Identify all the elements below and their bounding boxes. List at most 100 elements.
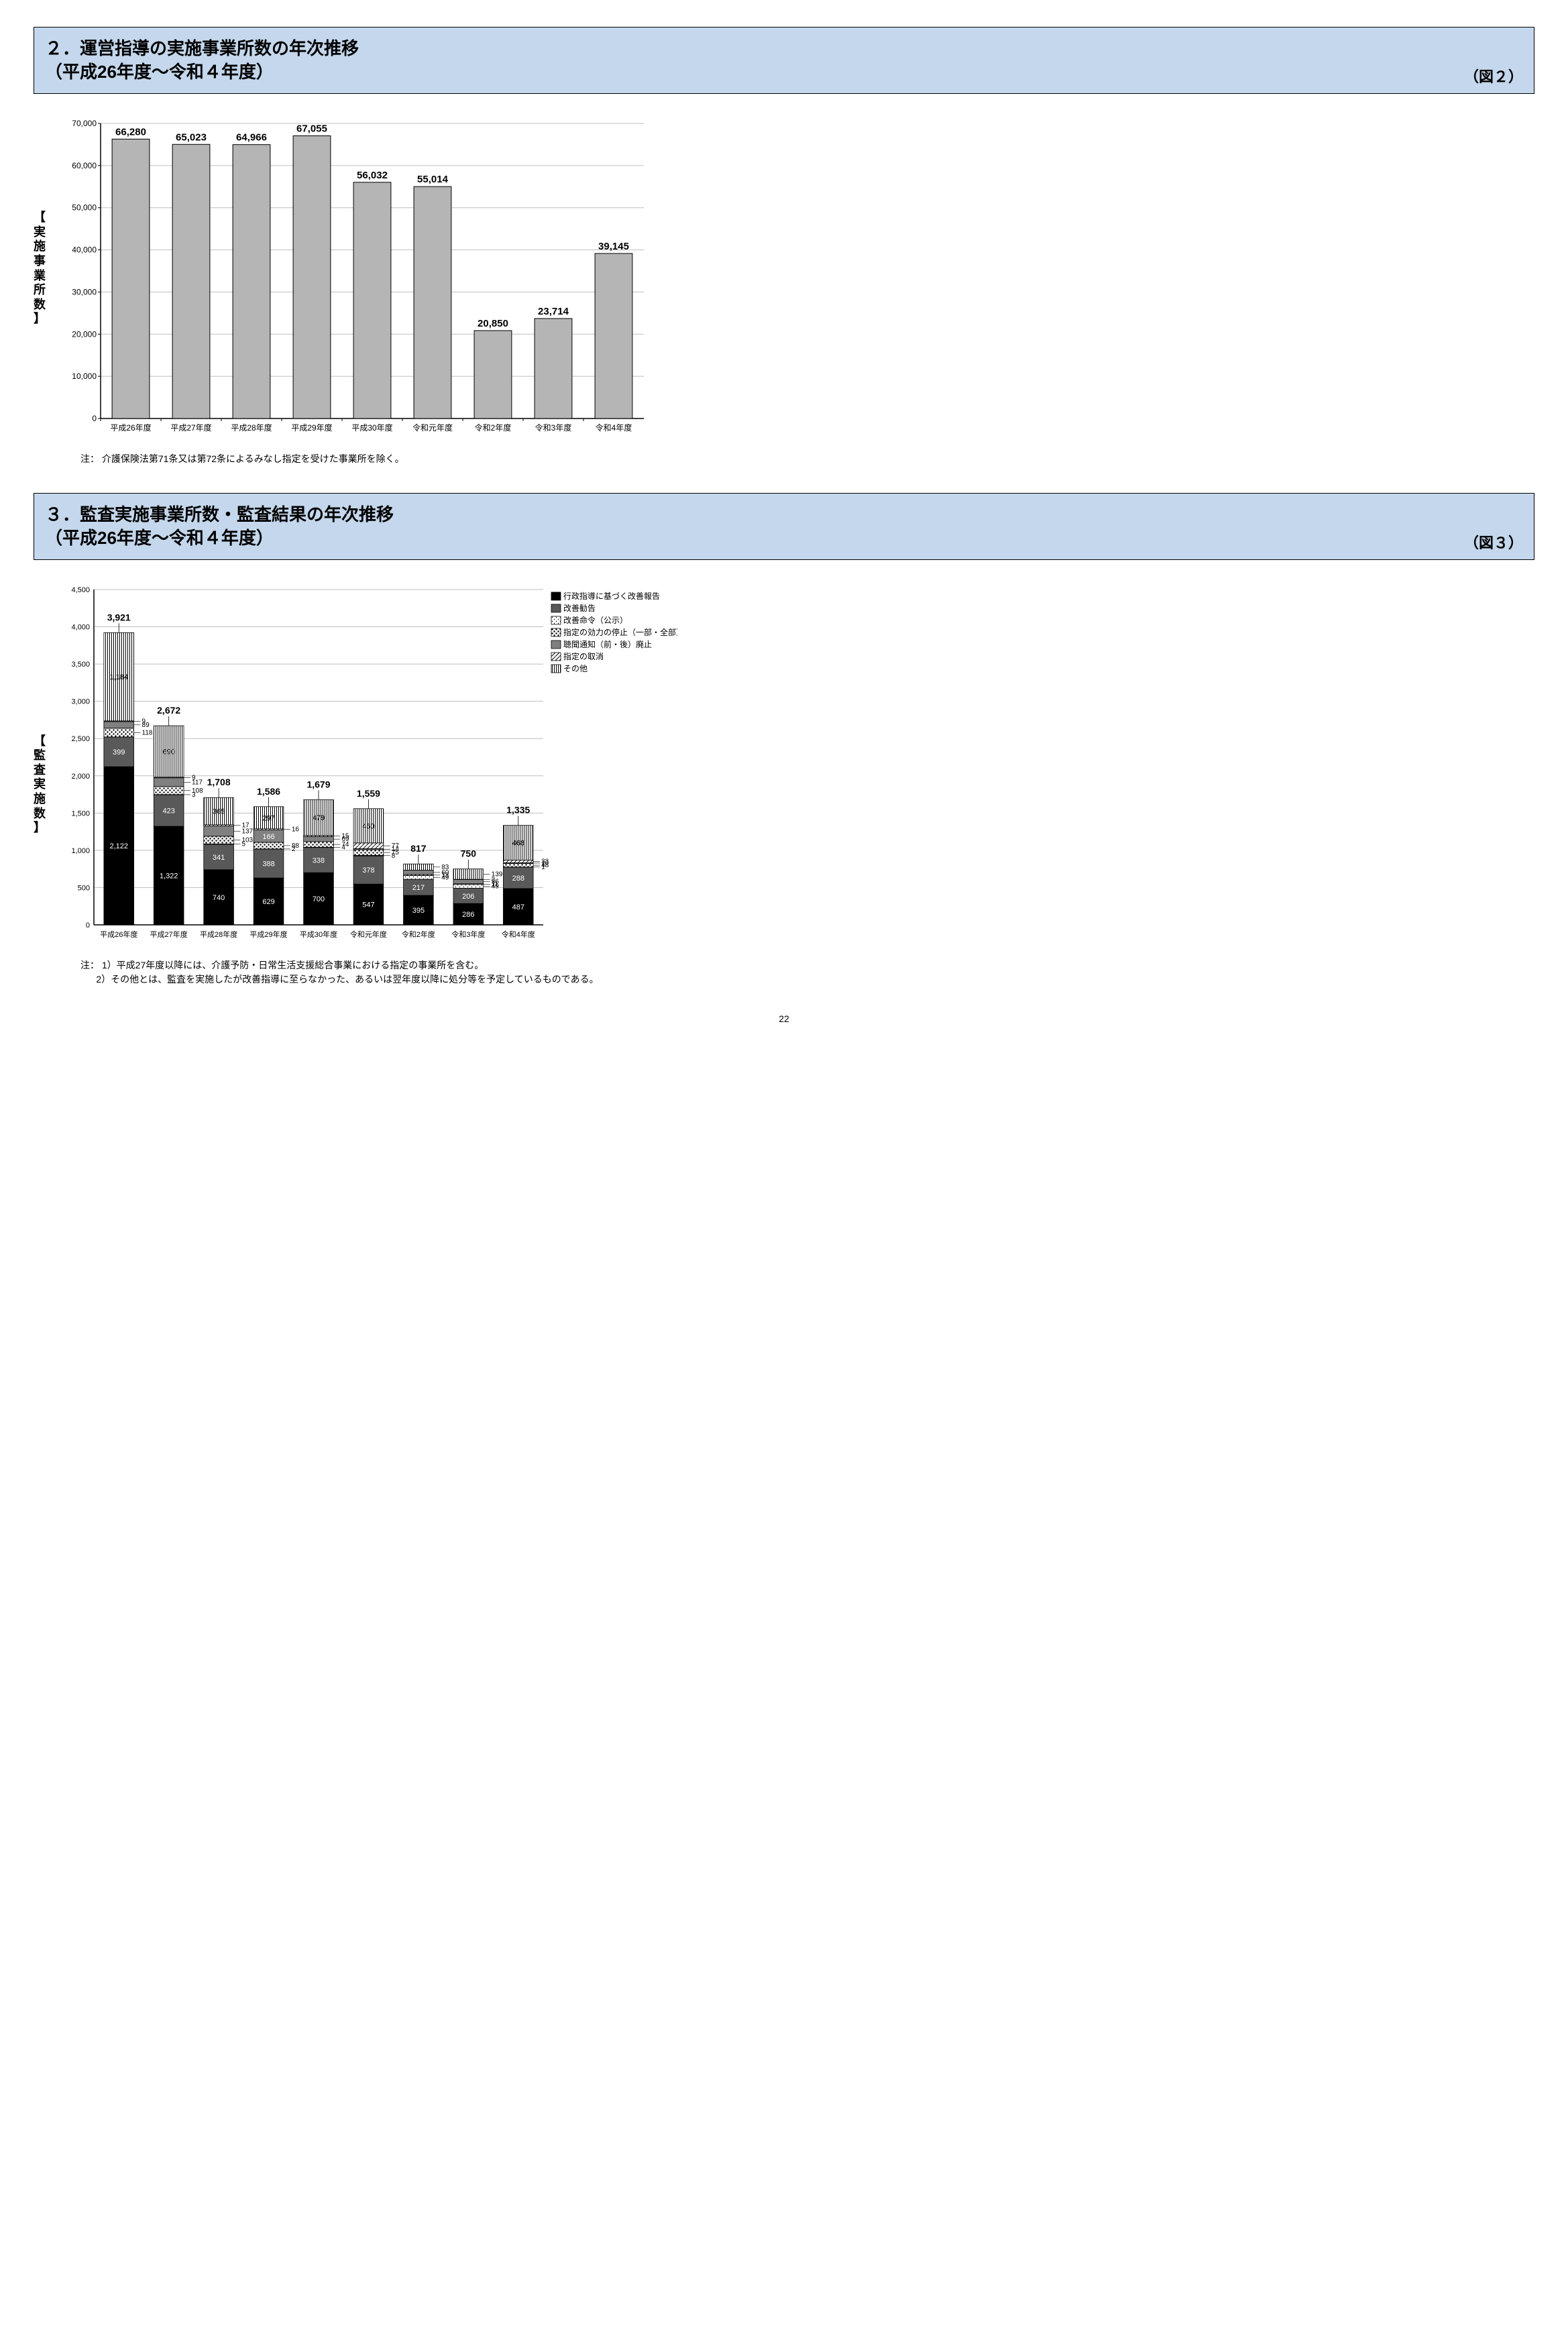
svg-text:1,559: 1,559 — [357, 788, 380, 799]
svg-text:1,000: 1,000 — [71, 847, 90, 855]
svg-text:479: 479 — [313, 814, 325, 822]
svg-text:108: 108 — [192, 787, 203, 795]
svg-text:338: 338 — [313, 857, 325, 865]
svg-text:4,000: 4,000 — [71, 624, 90, 632]
svg-text:288: 288 — [512, 875, 524, 883]
page-number: 22 — [34, 1013, 1534, 1024]
svg-text:547: 547 — [362, 901, 374, 909]
svg-text:286: 286 — [462, 911, 474, 919]
svg-text:令和4年度: 令和4年度 — [596, 423, 632, 433]
svg-text:20,000: 20,000 — [72, 329, 97, 339]
svg-text:2,000: 2,000 — [71, 773, 90, 781]
svg-text:4,500: 4,500 — [71, 586, 90, 594]
chart2-svg: 010,00020,00030,00040,00050,00060,00070,… — [60, 110, 651, 445]
svg-text:平成30年度: 平成30年度 — [300, 930, 337, 939]
svg-text:令和3年度: 令和3年度 — [535, 423, 572, 433]
svg-text:令和2年度: 令和2年度 — [475, 423, 512, 433]
svg-text:460: 460 — [362, 823, 374, 831]
section3-title-l1: ３．監査実施事業所数・監査結果の年次推移 — [45, 504, 394, 524]
svg-text:平成26年度: 平成26年度 — [110, 423, 151, 433]
section3-title: ３．監査実施事業所数・監査結果の年次推移 （平成26年度～令和４年度） — [45, 503, 1520, 550]
svg-text:423: 423 — [162, 807, 174, 816]
svg-text:15: 15 — [341, 833, 349, 840]
svg-text:20,850: 20,850 — [478, 318, 508, 329]
svg-text:1,679: 1,679 — [306, 779, 330, 790]
svg-text:1,708: 1,708 — [207, 777, 231, 788]
svg-text:平成26年度: 平成26年度 — [100, 930, 137, 939]
svg-text:297: 297 — [262, 815, 274, 823]
svg-text:聴聞通知（前・後）廃止: 聴聞通知（前・後）廃止 — [563, 639, 652, 649]
svg-text:9: 9 — [192, 775, 196, 782]
svg-text:平成27年度: 平成27年度 — [170, 423, 211, 433]
svg-text:改善命令（公示）: 改善命令（公示） — [563, 615, 628, 625]
svg-text:3,500: 3,500 — [71, 661, 90, 669]
section3-fig-label: （図３） — [1464, 531, 1523, 553]
section3-notes: 注： 1）平成27年度以降には、介護予防・日常生活支援総合事業における指定の事業… — [80, 958, 1534, 987]
chart2-block: 【実施事業所数】 010,00020,00030,00040,00050,000… — [60, 110, 1528, 445]
svg-text:77: 77 — [392, 843, 400, 850]
svg-text:1,500: 1,500 — [71, 810, 90, 818]
svg-text:0: 0 — [86, 921, 90, 930]
svg-text:指定の効力の停止（一部・全部）: 指定の効力の停止（一部・全部） — [563, 627, 677, 637]
svg-text:740: 740 — [213, 894, 225, 902]
svg-text:750: 750 — [461, 848, 477, 859]
svg-text:平成29年度: 平成29年度 — [249, 930, 287, 939]
note3-1: 1）平成27年度以降には、介護予防・日常生活支援総合事業における指定の事業所を含… — [102, 960, 484, 970]
svg-text:70,000: 70,000 — [72, 119, 97, 128]
svg-text:66,280: 66,280 — [115, 127, 146, 138]
section3-title-l2: （平成26年度～令和４年度） — [45, 528, 274, 548]
svg-text:388: 388 — [262, 860, 274, 869]
svg-text:487: 487 — [512, 903, 524, 911]
svg-text:60,000: 60,000 — [72, 161, 97, 170]
svg-text:500: 500 — [78, 885, 90, 893]
svg-text:令和元年度: 令和元年度 — [412, 423, 453, 433]
svg-text:166: 166 — [262, 833, 274, 841]
svg-text:平成27年度: 平成27年度 — [150, 930, 188, 939]
svg-text:399: 399 — [113, 748, 125, 757]
svg-text:341: 341 — [213, 854, 225, 862]
svg-text:1,586: 1,586 — [257, 786, 280, 797]
svg-text:2,122: 2,122 — [109, 842, 128, 850]
svg-text:50,000: 50,000 — [72, 203, 97, 213]
chart3-svg: 0 500 1,000 1,500 2,000 2,500 3,000 3,500 4,000 4… — [60, 576, 677, 952]
section2-header: ２．運営指導の実施事業所数の年次推移 （平成26年度～令和４年度） （図２） — [34, 27, 1534, 94]
svg-text:690: 690 — [162, 748, 174, 757]
svg-text:16: 16 — [292, 826, 300, 834]
svg-text:23,714: 23,714 — [538, 306, 569, 317]
svg-text:217: 217 — [412, 884, 425, 892]
svg-text:改善勧告: 改善勧告 — [563, 603, 596, 613]
section3-header: ３．監査実施事業所数・監査結果の年次推移 （平成26年度～令和４年度） （図３） — [34, 493, 1534, 560]
note3-2: 2）その他とは、監査を実施したが改善指導に至らなかった、あるいは翌年度以降に処分… — [96, 974, 598, 985]
chart3-block: 【監査実施数】 05001,0001,5002,0002,5003,0003,5… — [60, 576, 1528, 952]
svg-text:3,921: 3,921 — [107, 612, 131, 623]
section2-title-l1: ２．運営指導の実施事業所数の年次推移 — [45, 38, 359, 58]
svg-text:0: 0 — [92, 414, 97, 423]
svg-text:103: 103 — [241, 837, 253, 844]
svg-text:その他: その他 — [563, 664, 587, 673]
svg-text:629: 629 — [262, 898, 274, 906]
svg-text:令和元年度: 令和元年度 — [350, 930, 387, 939]
chart3-ylabel: 【監査実施数】 — [34, 734, 46, 836]
svg-text:39,145: 39,145 — [598, 241, 629, 252]
svg-text:365: 365 — [213, 808, 225, 816]
svg-text:17: 17 — [241, 822, 249, 830]
svg-text:33: 33 — [541, 858, 549, 866]
svg-text:1,335: 1,335 — [506, 805, 530, 816]
svg-text:1,322: 1,322 — [160, 873, 178, 881]
svg-text:指定の取消: 指定の取消 — [563, 651, 604, 661]
section2-note: 注： 介護保険法第71条又は第72条によるみなし指定を受けた事業所を除く。 — [80, 452, 1534, 466]
svg-text:817: 817 — [410, 844, 427, 854]
svg-text:行政指導に基づく改善報告: 行政指導に基づく改善報告 — [563, 591, 660, 601]
svg-text:令和2年度: 令和2年度 — [402, 930, 435, 939]
svg-text:10,000: 10,000 — [72, 372, 97, 381]
svg-text:3,000: 3,000 — [71, 698, 90, 706]
svg-text:468: 468 — [512, 840, 524, 848]
svg-text:平成29年度: 平成29年度 — [291, 423, 332, 433]
section2-title: ２．運営指導の実施事業所数の年次推移 （平成26年度～令和４年度） — [45, 37, 1520, 84]
svg-text:139: 139 — [492, 871, 503, 879]
svg-text:9: 9 — [142, 718, 146, 726]
svg-text:令和4年度: 令和4年度 — [502, 930, 535, 939]
svg-text:88: 88 — [292, 842, 300, 850]
svg-text:平成30年度: 平成30年度 — [351, 423, 392, 433]
svg-text:2,500: 2,500 — [71, 736, 90, 744]
